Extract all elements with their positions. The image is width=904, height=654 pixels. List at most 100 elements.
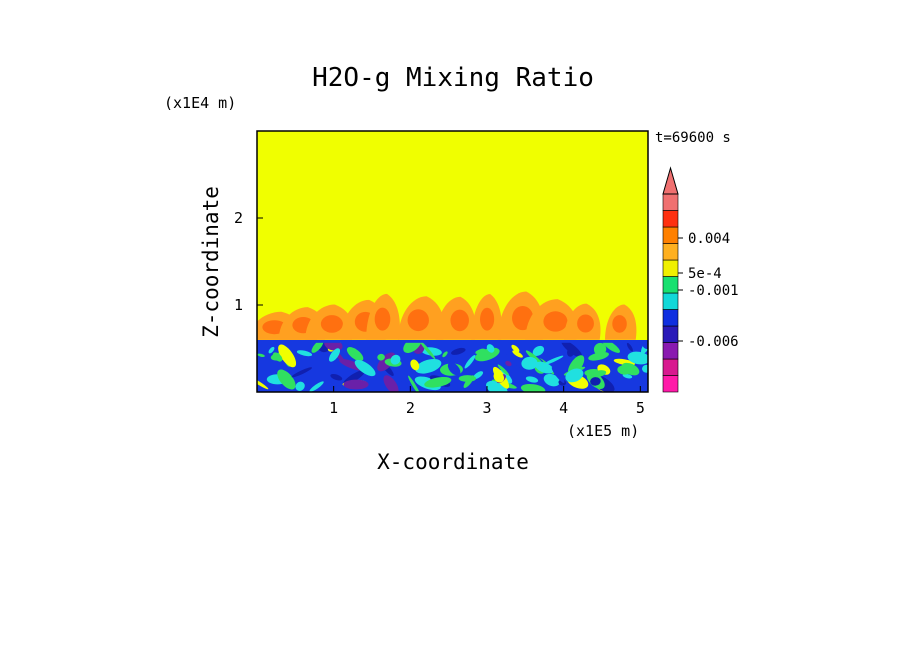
turbulence-patch: [525, 376, 539, 383]
turbulence-patch: [593, 342, 607, 356]
colorbar-extend-arrow: [662, 166, 679, 195]
turbulence-patch: [377, 353, 385, 361]
turbulence-patch: [475, 348, 486, 354]
turbulence-patch: [330, 373, 343, 381]
turbulence-patch: [505, 360, 512, 367]
time-label: t=69600 s: [655, 130, 731, 146]
colorbar-segment: [662, 210, 679, 228]
colorbar-segment: [662, 325, 679, 343]
turbulence-patch: [535, 361, 554, 374]
turbulence-patch: [277, 369, 296, 390]
y-tick-label: 1: [234, 296, 243, 314]
turbulence-patch: [463, 375, 475, 388]
plume-core: [543, 311, 568, 332]
turbulence-patch: [354, 359, 376, 377]
colorbar-segment: [662, 226, 679, 244]
turbulence-patch: [497, 364, 510, 376]
turbulence-patch: [451, 347, 466, 355]
turbulence-patch: [532, 345, 545, 356]
turbulence-patch: [507, 364, 527, 382]
boundary-layer: [257, 340, 648, 392]
plume-core: [480, 307, 495, 331]
turbulence-patch: [543, 373, 560, 387]
colorbar-segment: [662, 259, 679, 277]
turbulence-patch: [622, 373, 633, 379]
turbulence-patch: [588, 351, 609, 361]
plume-core: [450, 309, 469, 332]
colorbar-label: 0.004: [688, 231, 730, 247]
turbulence-patch: [472, 371, 484, 380]
turbulence-patch: [627, 351, 648, 365]
turbulence-patch: [602, 340, 621, 353]
turbulence-patch: [291, 367, 312, 378]
turbulence-patch: [511, 344, 520, 353]
colorbar-segment: [662, 276, 679, 294]
y-axis: 12: [234, 209, 263, 314]
turbulence-patch: [442, 351, 448, 358]
plot-frame: [256, 130, 649, 393]
x-axis: 1 2 3 4 5: [329, 386, 645, 417]
colorbar-segment: [662, 375, 679, 393]
turbulence-patch: [408, 375, 421, 392]
turbulence-patch: [383, 375, 399, 392]
turbulence-patch: [447, 362, 461, 376]
x-tick-label: 2: [406, 399, 415, 417]
turbulence-patch: [309, 381, 324, 392]
y-multiplier-label: (x1E4 m): [164, 94, 236, 112]
turbulence-patch: [278, 344, 297, 368]
colorbar-segment: [662, 193, 679, 211]
colorbar-segment: [662, 243, 679, 261]
plume-layer: [257, 291, 637, 340]
turbulence-patch: [493, 371, 505, 383]
x-tick-label: 3: [482, 399, 491, 417]
turbulence-patch: [590, 377, 601, 386]
plume-base: [257, 335, 317, 340]
turbulence-patch: [512, 350, 523, 358]
y-axis-label: Z-coordinate: [199, 186, 223, 338]
turbulence-patch: [272, 352, 283, 362]
turbulence-patch: [346, 347, 364, 362]
x-tick-label: 4: [559, 399, 568, 417]
x-tick-label: 5: [636, 399, 645, 417]
plume-core: [320, 315, 343, 333]
turbulence-patch: [565, 368, 584, 383]
turbulence-patch: [390, 354, 401, 365]
turbulence-patch: [296, 350, 313, 357]
x-axis-label: X-coordinate: [377, 450, 529, 474]
turbulence-patch: [424, 376, 452, 388]
turbulence-patch: [295, 381, 305, 391]
turbulence-patch: [626, 342, 633, 352]
turbulence-patch: [521, 356, 538, 370]
plume-core: [407, 309, 429, 332]
colorbar-label: 5e-4: [688, 266, 722, 282]
turbulence-patch: [311, 340, 324, 353]
boundary-top-edge: [257, 340, 648, 343]
turbulence-patch: [268, 346, 275, 354]
turbulence-patch: [497, 344, 511, 357]
turbulence-patch: [551, 367, 565, 383]
turbulence-patch: [567, 346, 575, 357]
turbulence-patch: [591, 370, 607, 378]
turbulence-patch: [542, 355, 564, 366]
turbulence-patch: [410, 359, 420, 371]
plume-core: [374, 307, 391, 331]
turbulence-patch: [642, 364, 648, 373]
colorbar-label: -0.006: [688, 334, 739, 350]
colorbar-segment: [662, 358, 679, 376]
x-multiplier-label: (x1E5 m): [567, 422, 639, 440]
contour-plot: [257, 131, 648, 392]
turbulence-patch: [415, 359, 442, 374]
turbulence-patch: [464, 354, 476, 369]
plume-core: [577, 314, 594, 333]
chart-title: H2O-g Mixing Ratio: [312, 63, 594, 93]
colorbar-segment: [662, 292, 679, 310]
y-tick-label: 2: [234, 209, 243, 227]
turbulence-patch: [328, 348, 341, 362]
turbulence-patch: [399, 380, 408, 390]
plume-core: [612, 315, 627, 333]
turbulence-patch: [257, 353, 265, 358]
turbulence-patch: [486, 344, 495, 353]
turbulence-patch: [617, 365, 631, 375]
colorbar-segment: [662, 309, 679, 327]
colorbar-segment: [662, 342, 679, 360]
